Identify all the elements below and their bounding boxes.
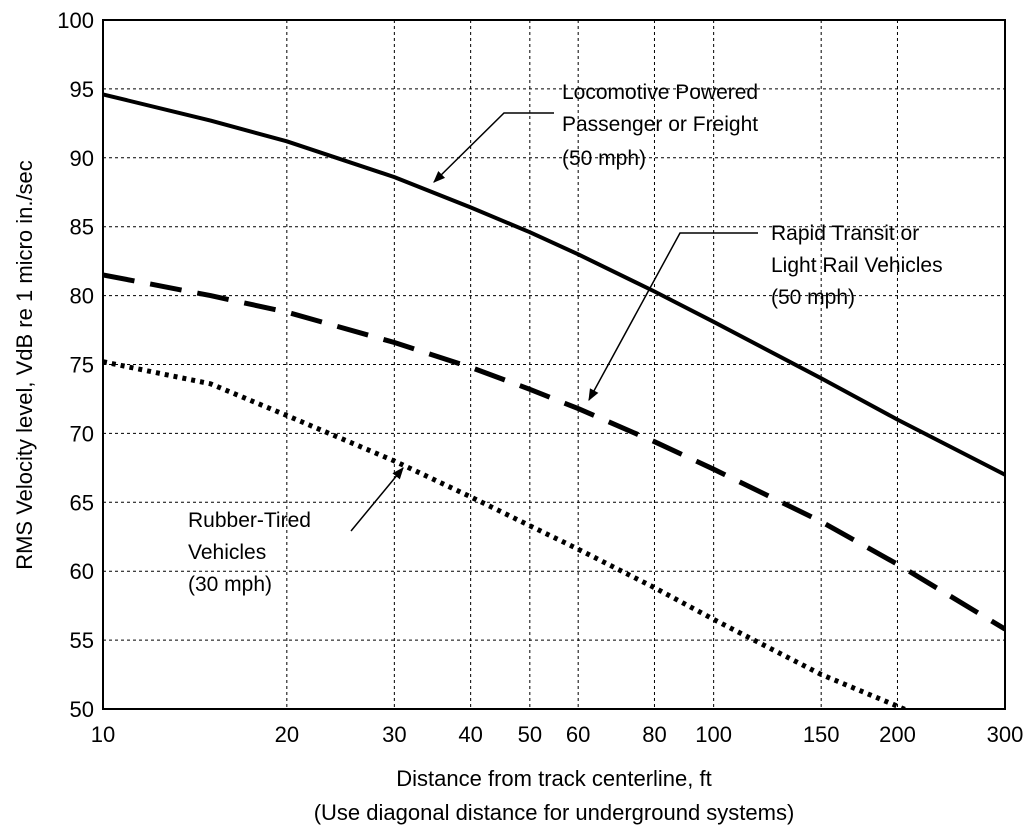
series-line-dotted bbox=[103, 359, 911, 709]
x-tick-label: 200 bbox=[879, 722, 916, 747]
y-tick-label: 55 bbox=[70, 628, 94, 653]
annotation-rubber-tired-line1: Rubber-Tired bbox=[188, 509, 311, 532]
annotation-rapid-transit-line1: Rapid Transit or bbox=[771, 222, 919, 245]
plot-frame bbox=[102, 19, 1006, 710]
series-group bbox=[103, 92, 1005, 709]
x-tick-label: 100 bbox=[695, 722, 732, 747]
y-tick-label: 75 bbox=[70, 353, 94, 378]
y-tick-label: 95 bbox=[70, 77, 94, 102]
annotation-rapid-transit-leader bbox=[588, 232, 758, 402]
x-axis-ticks: 10 20 30 40 50 60 80 100 150 200 300 bbox=[91, 722, 1024, 747]
annotation-locomotive-line2: Passenger or Freight bbox=[562, 113, 758, 136]
x-tick-label: 80 bbox=[642, 722, 666, 747]
y-tick-label: 90 bbox=[70, 146, 94, 171]
y-tick-label: 70 bbox=[70, 421, 94, 446]
y-tick-label: 85 bbox=[70, 215, 94, 240]
x-axis-note: (Use diagonal distance for underground s… bbox=[314, 800, 795, 825]
x-tick-label: 50 bbox=[518, 722, 542, 747]
series-line-dashed bbox=[103, 272, 1005, 632]
y-tick-label: 80 bbox=[70, 284, 94, 309]
x-axis-label: Distance from track centerline, ft bbox=[396, 766, 711, 791]
x-tick-label: 150 bbox=[803, 722, 840, 747]
series-line-solid bbox=[103, 92, 1005, 477]
annotation-rubber-tired: Rubber-Tired Vehicles (30 mph) bbox=[188, 467, 404, 596]
annotation-locomotive-leader bbox=[433, 112, 554, 183]
y-tick-label: 100 bbox=[57, 8, 94, 33]
annotation-rapid-transit: Rapid Transit or Light Rail Vehicles (50… bbox=[588, 222, 943, 402]
annotation-rubber-tired-line3: (30 mph) bbox=[188, 573, 272, 596]
y-tick-label: 50 bbox=[70, 697, 94, 722]
x-tick-label: 10 bbox=[91, 722, 115, 747]
x-tick-label: 300 bbox=[987, 722, 1024, 747]
annotation-rubber-tired-line2: Vehicles bbox=[188, 541, 266, 564]
y-axis-label: RMS Velocity level, VdB re 1 micro in./s… bbox=[12, 160, 37, 570]
x-tick-label: 60 bbox=[566, 722, 590, 747]
y-tick-label: 60 bbox=[70, 559, 94, 584]
x-tick-label: 30 bbox=[382, 722, 406, 747]
x-tick-label: 40 bbox=[458, 722, 482, 747]
grid bbox=[103, 20, 1005, 709]
annotation-locomotive: Locomotive Powered Passenger or Freight … bbox=[433, 81, 758, 183]
y-axis-ticks: 50 55 60 65 70 75 80 85 90 95 100 bbox=[57, 8, 94, 722]
annotation-rubber-tired-leader bbox=[350, 467, 404, 532]
annotation-rapid-transit-line2: Light Rail Vehicles bbox=[771, 254, 943, 277]
annotation-rapid-transit-line3: (50 mph) bbox=[771, 286, 855, 309]
annotation-locomotive-line1: Locomotive Powered bbox=[562, 81, 758, 104]
y-tick-label: 65 bbox=[70, 490, 94, 515]
x-tick-label: 20 bbox=[275, 722, 299, 747]
annotation-locomotive-line3: (50 mph) bbox=[562, 147, 646, 170]
